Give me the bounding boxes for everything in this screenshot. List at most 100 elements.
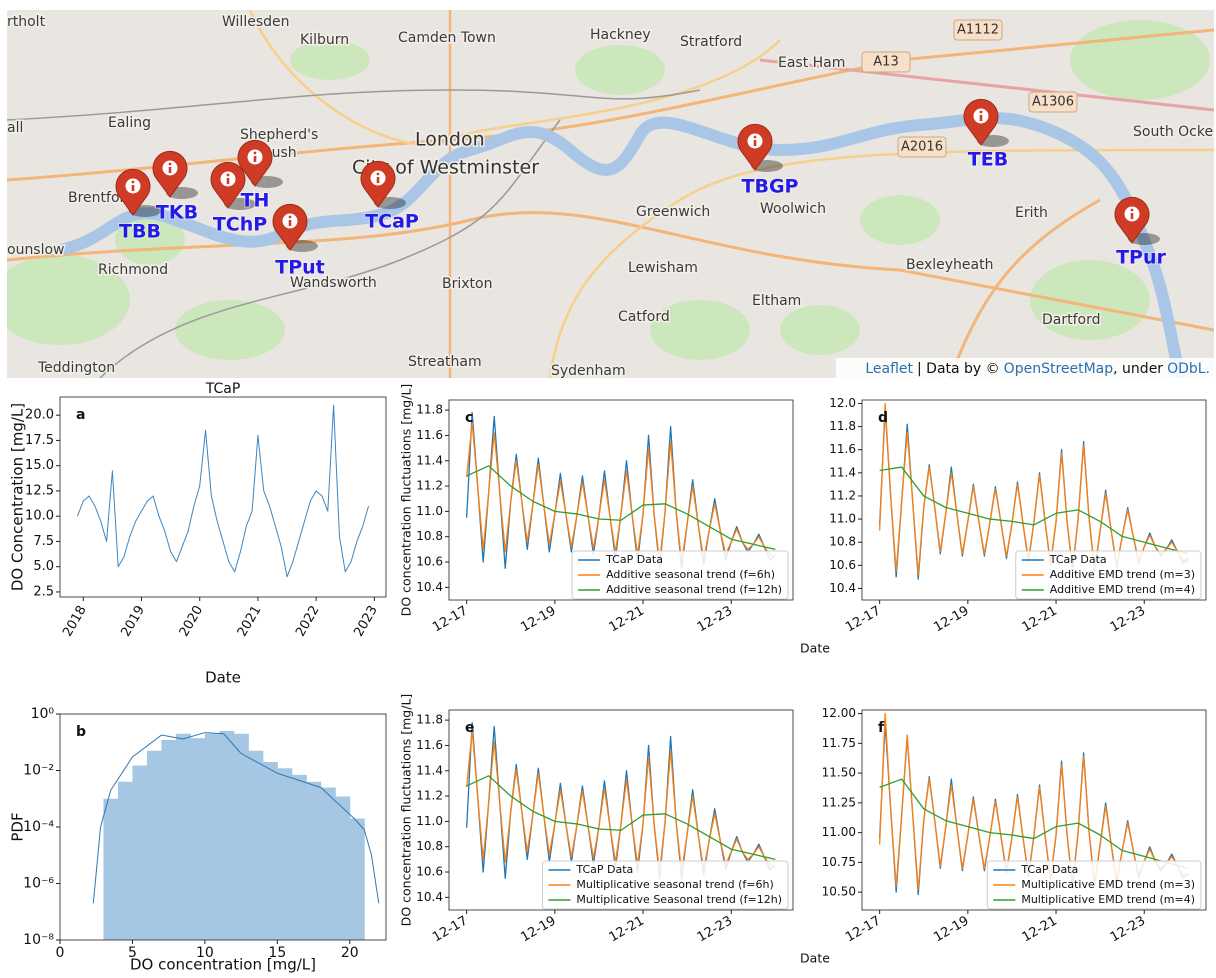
marker-icon-stem [132, 185, 135, 191]
x-tick-label: 12-19 [931, 604, 971, 636]
y-tick-label: 12.5 [25, 483, 54, 498]
attribution-link[interactable]: Leaflet [865, 361, 913, 377]
chart-panel: 12-1712-1912-2112-2310.5010.7511.0011.25… [800, 706, 1206, 965]
chart-title: TCaP [205, 381, 241, 397]
y-tick-label: 10⁻² [23, 763, 54, 779]
y-tick-label: 7.5 [33, 534, 54, 549]
place-label: Teddington [37, 360, 115, 376]
histogram-bar [335, 797, 350, 940]
marker-icon-dot [289, 216, 292, 219]
data-line [880, 779, 1189, 868]
y-tick-label: 10.6 [829, 558, 856, 572]
y-tick-label: 10⁻⁸ [23, 932, 54, 948]
y-tick-label: 10⁻⁴ [23, 819, 54, 835]
place-label: Brixton [442, 276, 492, 292]
marker-icon-stem [289, 220, 292, 226]
histogram-bar [306, 782, 321, 940]
place-label: Richmond [98, 262, 168, 278]
y-tick-label: 11.0 [829, 512, 856, 526]
histogram-bar [176, 734, 191, 940]
panel-label: e [465, 720, 475, 736]
y-tick-label: 10.6 [416, 555, 443, 569]
x-tick-label: 2019 [118, 603, 148, 639]
legend-label: Additive seasonal trend (f=6h) [606, 568, 775, 581]
station-label: TKB [156, 202, 198, 224]
y-tick-label: 11.0 [416, 814, 443, 828]
marker-icon-dot [132, 181, 135, 184]
y-tick-label: 11.00 [822, 825, 856, 839]
y-tick-label: 10.4 [416, 890, 443, 904]
panel-label: f [878, 720, 885, 736]
marker-icon-stem [754, 140, 757, 146]
marker-icon-stem [227, 178, 230, 184]
attribution-link[interactable]: ODbL. [1167, 361, 1210, 377]
y-tick-label: 11.6 [416, 428, 443, 442]
plot-area [77, 405, 368, 577]
y-tick-label: 10.4 [416, 580, 443, 594]
histogram-bar [132, 766, 147, 940]
chart-panel: 12-1712-1912-2112-2310.410.610.811.011.2… [399, 384, 794, 636]
x-axis-label: Date [800, 951, 830, 966]
legend-label: Additive EMD trend (m=3) [1050, 568, 1195, 581]
histogram-bar [205, 734, 220, 940]
y-tick-label: 10.8 [416, 529, 443, 543]
y-tick-label: 11.50 [822, 766, 856, 780]
x-tick-label: 12-17 [843, 914, 883, 946]
y-tick-label: 11.2 [416, 789, 443, 803]
place-label: Willesden [222, 14, 289, 30]
x-tick-label: 12-19 [518, 604, 558, 636]
x-tick-label: 12-23 [1108, 914, 1148, 946]
x-tick-label: 12-21 [607, 604, 647, 636]
x-tick-label: 20 [341, 945, 359, 961]
attribution-link[interactable]: OpenStreetMap [1004, 361, 1114, 377]
data-line [467, 413, 776, 569]
x-tick-label: 12-21 [1020, 604, 1060, 636]
chart-panel: 2018201920202021202220232.55.07.510.012.… [9, 381, 387, 687]
x-tick-label: 12-21 [607, 914, 647, 946]
legend-label: Multiplicative EMD trend (m=3) [1021, 878, 1195, 891]
marker-icon-stem [377, 177, 380, 183]
data-line [467, 730, 776, 872]
y-tick-label: 10⁻⁶ [23, 876, 54, 892]
y-tick-label: 11.8 [416, 403, 443, 417]
x-tick-label: 2022 [293, 603, 323, 639]
panel-label: a [76, 407, 85, 423]
y-axis-label: PDF [9, 812, 27, 841]
legend: TCaP DataAdditive EMD trend (m=3)Additiv… [1016, 551, 1201, 599]
axes-frame [60, 397, 386, 597]
y-tick-label: 11.75 [822, 736, 856, 750]
legend-label: Multiplicative EMD trend (m=4) [1021, 893, 1195, 906]
road-label: A2016 [901, 140, 943, 155]
data-line [467, 423, 776, 562]
place-label: Greenwich [636, 204, 710, 220]
y-tick-label: 11.6 [829, 442, 856, 456]
marker-icon-stem [1131, 213, 1134, 219]
place-label: Ealing [108, 115, 151, 131]
y-tick-label: 11.4 [829, 465, 856, 479]
road-label: A13 [873, 55, 898, 70]
marker-icon-dot [754, 136, 757, 139]
place-label: Kilburn [300, 32, 349, 48]
y-axis-label: DO Concentration [mg/L] [9, 403, 27, 591]
y-tick-label: 11.25 [822, 795, 856, 809]
road-label: A1112 [957, 23, 999, 38]
x-axis-label: DO concentration [mg/L] [130, 956, 316, 974]
y-tick-label: 15.0 [25, 458, 54, 473]
y-tick-label: 12.00 [822, 706, 856, 720]
y-tick-label: 11.4 [416, 453, 443, 467]
x-tick-label: 12-23 [695, 604, 735, 636]
y-tick-label: 10.8 [416, 839, 443, 853]
x-tick-label: 2023 [351, 603, 381, 639]
x-tick-label: 2020 [177, 603, 207, 639]
x-tick-label: 2021 [235, 603, 265, 639]
histogram-bar [103, 799, 118, 940]
road-label: A1306 [1032, 95, 1074, 110]
histogram-bar [321, 788, 336, 940]
station-label: TCaP [365, 211, 419, 233]
station-label: TPut [275, 257, 325, 279]
y-tick-label: 11.8 [416, 713, 443, 727]
